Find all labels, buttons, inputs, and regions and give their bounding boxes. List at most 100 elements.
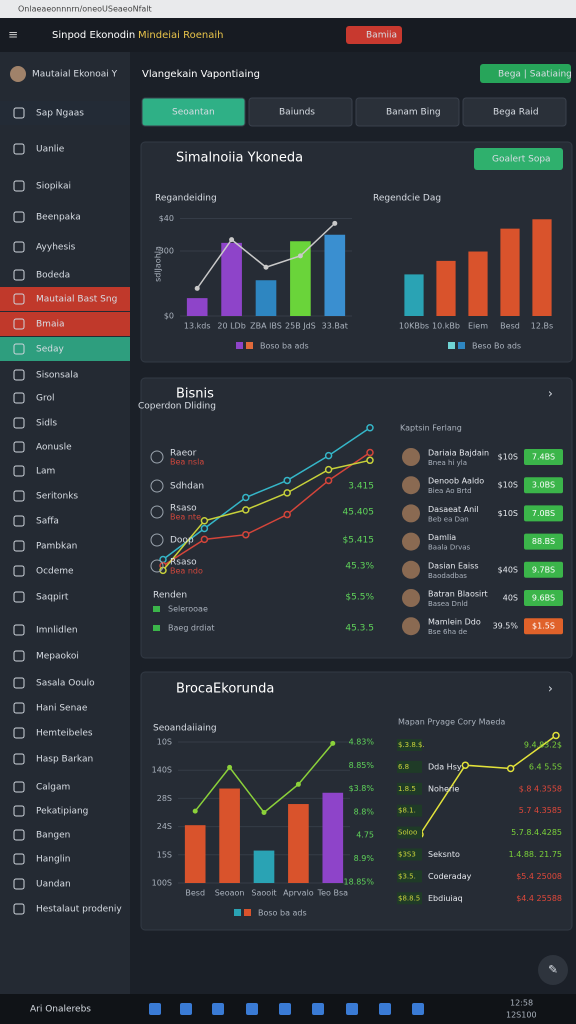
- taskbar-icon[interactable]: [312, 1003, 324, 1015]
- sidebar-item[interactable]: Ayyhesis: [36, 243, 76, 253]
- alert-label[interactable]: Bamiia: [366, 31, 397, 41]
- tab-label[interactable]: Baiunds: [279, 108, 315, 118]
- side-label: 8.9%: [354, 854, 375, 863]
- line-point: [324, 465, 333, 474]
- list-name: Batran Blaosirt: [428, 590, 488, 599]
- menu-icon[interactable]: ≡: [8, 28, 18, 42]
- footer-swatch: [153, 625, 160, 631]
- sidebar-icon: [13, 107, 25, 119]
- list-name: Denoob Aaldo: [428, 477, 484, 486]
- sidebar-item[interactable]: Mautaial Bast Sng: [36, 295, 117, 305]
- sidebar-item[interactable]: Bangen: [36, 831, 70, 841]
- x-tick-label: 13.kds: [184, 322, 211, 331]
- taskbar-icon[interactable]: [246, 1003, 258, 1015]
- list-value: 6.4 5.5S: [529, 762, 562, 771]
- sidebar-icon: [13, 702, 25, 714]
- list-badge: [524, 477, 563, 494]
- sidebar-item[interactable]: Grol: [36, 394, 54, 404]
- y-tick-label: 24S: [157, 822, 172, 831]
- sidebar-item[interactable]: Bmaia: [36, 320, 64, 330]
- sidebar-icon: [13, 540, 25, 552]
- sidebar-item[interactable]: Hani Senae: [36, 704, 88, 714]
- list-sub: Baodadbas: [428, 572, 467, 580]
- url[interactable]: Onlaeaeonnnrn/oneoUSeaeoNfalt: [18, 5, 152, 14]
- panel-button-label[interactable]: Goalert Sopa: [492, 155, 551, 165]
- panel-button[interactable]: [474, 148, 563, 170]
- fab[interactable]: [538, 955, 568, 985]
- sidebar-icon: [13, 650, 25, 662]
- taskbar-icon[interactable]: [212, 1003, 224, 1015]
- taskbar-icon[interactable]: [149, 1003, 161, 1015]
- tab[interactable]: [462, 97, 567, 127]
- sidebar-icon: [13, 465, 25, 477]
- alert-button[interactable]: [346, 26, 402, 44]
- sidebar-item[interactable]: Uandan: [36, 880, 71, 890]
- taskbar-icon[interactable]: [279, 1003, 291, 1015]
- list-avatar: [402, 476, 420, 495]
- sidebar-item[interactable]: Beenpaka: [36, 213, 81, 223]
- taskbar-search[interactable]: Ari Onalerebs: [30, 1005, 91, 1015]
- side-label: 4.83%: [349, 738, 375, 747]
- sidebar-item[interactable]: Seday: [36, 345, 64, 355]
- sidebar-item[interactable]: Seritonks: [36, 492, 78, 502]
- sidebar-item[interactable]: Aonusle: [36, 443, 72, 453]
- sidebar-item[interactable]: Sidls: [36, 419, 57, 429]
- list-label: Dda Hsy: [428, 762, 462, 771]
- panel-chevron[interactable]: ›: [548, 682, 553, 696]
- list-label: Coderaday: [428, 872, 472, 881]
- tab[interactable]: [355, 97, 460, 127]
- taskbar-icon[interactable]: [379, 1003, 391, 1015]
- bar: [468, 251, 488, 316]
- sidebar-item[interactable]: Sasala Ooulo: [36, 679, 95, 689]
- sidebar-item[interactable]: Hestalaut prodeniy: [36, 905, 122, 915]
- sidebar-item[interactable]: Saffa: [36, 517, 59, 527]
- tab-label[interactable]: Banam Bing: [386, 108, 441, 118]
- list-badge-label: 6.8: [398, 763, 409, 771]
- page-button-label[interactable]: Bega | Saatiaing: [498, 70, 572, 80]
- sidebar-item[interactable]: Ocdeme: [36, 567, 74, 577]
- list-badge-label: $.3.8.$.: [398, 741, 425, 749]
- sidebar-item[interactable]: Pambkan: [36, 542, 77, 552]
- sidebar-item[interactable]: Hanglin: [36, 855, 70, 865]
- row-sub: Bea nsla: [170, 458, 204, 467]
- line-point: [283, 489, 291, 497]
- list-title: Mapan Pryage Cory Maeda: [398, 718, 505, 727]
- sidebar-item[interactable]: Mepaokoi: [36, 652, 79, 662]
- list-value: $40S: [498, 565, 518, 574]
- footer-row: Baeg drdiat: [168, 624, 215, 633]
- bar: [532, 219, 552, 316]
- tab-label[interactable]: Seoantan: [172, 108, 215, 118]
- list-badge: [524, 561, 563, 578]
- list-badge-label: $8.8.5: [398, 894, 420, 902]
- line-point: [324, 451, 333, 460]
- list-label: Noherie: [428, 784, 459, 793]
- sidebar-item[interactable]: Hemteibeles: [36, 729, 93, 739]
- sidebar-item[interactable]: Sisonsala: [36, 371, 78, 381]
- sidebar-item[interactable]: Siopikai: [36, 182, 71, 192]
- sidebar-item[interactable]: Calgam: [36, 783, 70, 793]
- list-name: Dasian Eaiss: [428, 561, 478, 570]
- fab-icon[interactable]: ✎: [548, 963, 558, 977]
- list-avatar: [402, 617, 420, 636]
- line-point: [295, 781, 301, 787]
- tab-label[interactable]: Bega Raid: [493, 108, 539, 118]
- list-badge: [397, 826, 422, 839]
- list-badge-label: $3S3: [398, 851, 416, 859]
- sidebar-item[interactable]: Pekatipiang: [36, 807, 88, 817]
- sidebar-item[interactable]: Uanlie: [36, 145, 65, 155]
- sidebar-item[interactable]: Sap Ngaas: [36, 109, 84, 119]
- taskbar-icon[interactable]: [412, 1003, 424, 1015]
- taskbar-icon[interactable]: [346, 1003, 358, 1015]
- taskbar-icon[interactable]: [180, 1003, 192, 1015]
- sidebar-highlight: [0, 287, 130, 311]
- tab[interactable]: [248, 97, 353, 127]
- panel-chevron[interactable]: ›: [548, 387, 553, 401]
- sidebar-item[interactable]: Imnlidlen: [36, 626, 78, 636]
- page-button[interactable]: [480, 64, 571, 83]
- x-tick-label: Teo Bsa: [317, 889, 349, 898]
- tab[interactable]: [141, 97, 246, 127]
- sidebar-item[interactable]: Hasp Barkan: [36, 755, 93, 765]
- sidebar-item[interactable]: Lam: [36, 467, 55, 477]
- sidebar-item[interactable]: Bodeda: [36, 271, 70, 281]
- sidebar-item[interactable]: Saqpirt: [36, 593, 69, 603]
